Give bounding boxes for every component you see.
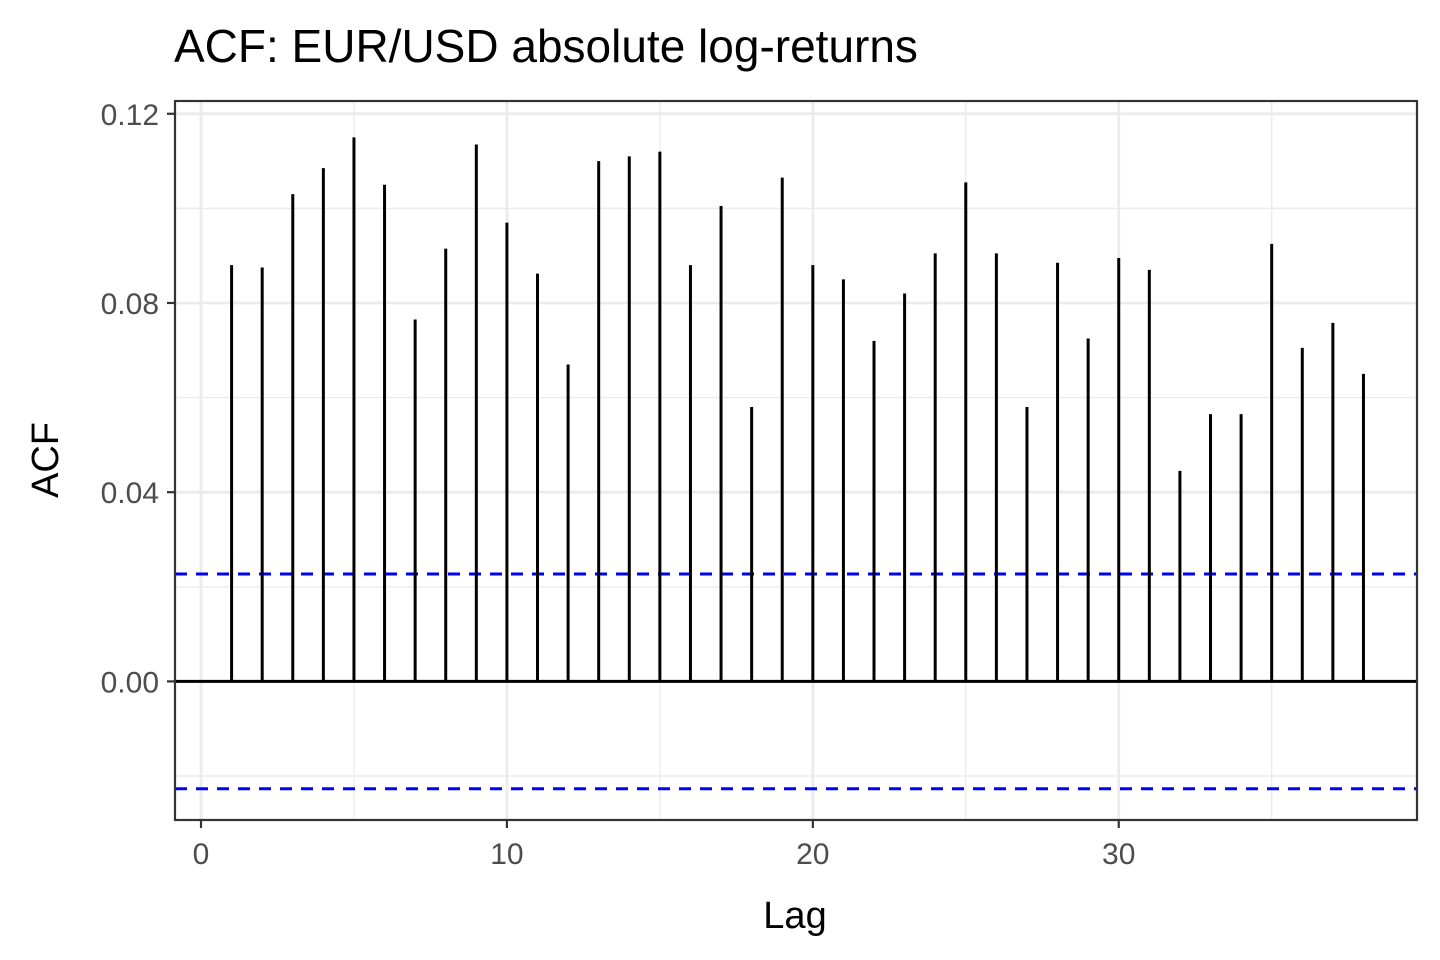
y-tick-label: 0.04 [101, 477, 159, 510]
y-tick-label: 0.08 [101, 288, 159, 321]
acf-bars [175, 137, 1417, 683]
chart-title: ACF: EUR/USD absolute log-returns [174, 20, 918, 72]
axes: 0.00 0.04 0.08 0.12 0 10 20 30 [101, 99, 1419, 871]
x-tick-label: 10 [490, 838, 523, 871]
x-tick-label: 30 [1102, 838, 1135, 871]
x-axis-title: Lag [763, 895, 826, 937]
x-tick-label: 0 [193, 838, 210, 871]
y-axis-title: ACF [25, 422, 67, 498]
grid-layer [175, 101, 1417, 820]
y-tick-label: 0.00 [101, 666, 159, 699]
x-tick-label: 20 [796, 838, 829, 871]
y-tick-label: 0.12 [101, 99, 159, 132]
panel-border [173, 99, 1419, 822]
